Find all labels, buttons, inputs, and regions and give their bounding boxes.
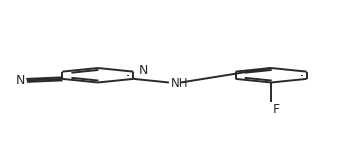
Text: N: N: [15, 74, 25, 87]
Text: N: N: [138, 64, 148, 77]
Text: F: F: [273, 103, 280, 116]
Text: NH: NH: [170, 78, 188, 90]
